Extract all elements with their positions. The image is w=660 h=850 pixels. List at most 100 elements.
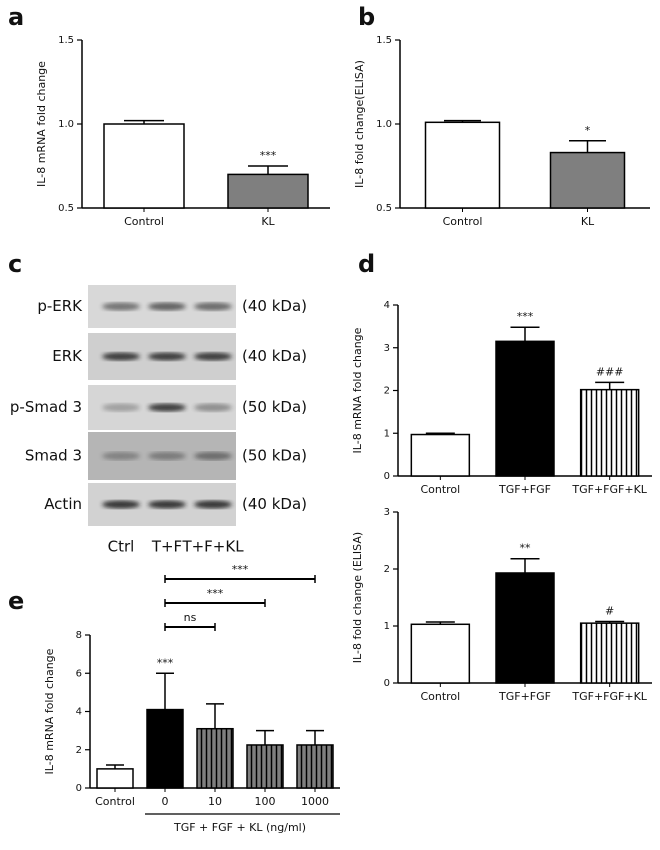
- x-tick-label: TGF+FGF+KL: [571, 690, 647, 703]
- significance: *: [585, 124, 591, 137]
- y-tick-label: 3: [384, 343, 390, 354]
- panel-label: a: [8, 3, 24, 31]
- bar: [103, 123, 185, 209]
- y-tick-label: 4: [76, 707, 82, 718]
- blot-band: [102, 452, 140, 460]
- panel-label: b: [358, 3, 375, 31]
- x-tick-label: Control: [95, 795, 135, 808]
- blot-band: [148, 403, 186, 412]
- y-tick-label: 2: [384, 564, 390, 575]
- significance: ###: [596, 365, 624, 378]
- bar: [410, 433, 471, 477]
- y-tick-label: 1.0: [58, 119, 74, 130]
- row-label: Actin: [44, 495, 82, 513]
- bar: [495, 340, 555, 477]
- x-tick-label: 10: [208, 795, 222, 808]
- significance: ***: [260, 149, 277, 162]
- y-axis-label: IL-8 mRNA fold change: [43, 648, 56, 774]
- row-label: Smad 3: [25, 447, 82, 465]
- significance: **: [520, 542, 532, 555]
- y-tick-label: 2: [384, 386, 390, 397]
- x-tick-label: KL: [581, 215, 595, 228]
- lane-label: T+F+KL: [181, 538, 244, 556]
- y-tick-label: 6: [76, 668, 82, 679]
- x-tick-label: Control: [420, 483, 460, 496]
- blot-band: [194, 352, 232, 361]
- bracket-label: ***: [207, 587, 224, 600]
- lane-label: Ctrl: [108, 538, 135, 556]
- bar: [410, 623, 471, 684]
- blot-band: [194, 302, 232, 311]
- blot-band: [102, 352, 140, 361]
- x-tick-label: KL: [261, 215, 275, 228]
- blot-band: [148, 452, 186, 460]
- y-tick-label: 0: [384, 471, 390, 482]
- y-tick-label: 0: [384, 678, 390, 689]
- x-tick-label: TGF+FGF: [498, 483, 551, 496]
- y-axis-label: IL-8 fold change (ELISA): [351, 532, 364, 663]
- lane-label: T+F: [151, 538, 182, 556]
- blot-band: [102, 500, 140, 509]
- row-label: p-Smad 3: [10, 398, 82, 416]
- blot-band: [148, 500, 186, 509]
- x-tick-label: 100: [255, 795, 276, 808]
- significance: ***: [517, 310, 534, 323]
- y-tick-label: 3: [384, 507, 390, 518]
- bar: [196, 727, 234, 789]
- x-tick-label: 0: [162, 795, 169, 808]
- panel-label: d: [358, 250, 375, 278]
- y-axis-label: IL-8 mRNA fold change: [351, 327, 364, 453]
- y-tick-label: 1: [384, 621, 390, 632]
- blot-band: [102, 403, 140, 412]
- bar: [549, 151, 626, 209]
- panel-label: c: [8, 250, 22, 278]
- blot-band: [194, 500, 232, 509]
- x-tick-label: Control: [420, 690, 460, 703]
- bar: [227, 173, 309, 209]
- row-size: (50 kDa): [242, 398, 307, 416]
- row-size: (40 kDa): [242, 495, 307, 513]
- row-size: (40 kDa): [242, 297, 307, 315]
- significance: ***: [157, 656, 174, 669]
- x-tick-label: 1000: [301, 795, 329, 808]
- row-label: ERK: [52, 347, 83, 365]
- y-axis-label: IL-8 mRNA fold change: [35, 61, 48, 187]
- y-tick-label: 0: [76, 783, 82, 794]
- blot-band: [102, 302, 140, 311]
- y-tick-label: 4: [384, 300, 390, 311]
- x-tick-label: Control: [124, 215, 164, 228]
- x-tick-label: Control: [443, 215, 483, 228]
- y-tick-label: 1.0: [376, 119, 392, 130]
- row-size: (40 kDa): [242, 347, 307, 365]
- y-axis-label: IL-8 fold change(ELISA): [353, 60, 366, 188]
- blot-band: [148, 352, 186, 361]
- row-label: p-ERK: [37, 297, 83, 315]
- y-tick-label: 0.5: [376, 203, 392, 214]
- bar: [246, 744, 284, 789]
- x-axis-label: TGF + FGF + KL (ng/ml): [173, 821, 306, 834]
- blot-band: [194, 452, 232, 460]
- x-tick-label: TGF+FGF: [498, 690, 551, 703]
- y-tick-label: 1.5: [58, 35, 74, 46]
- bracket-label: ***: [232, 563, 249, 576]
- bar: [579, 622, 640, 684]
- bar: [96, 768, 134, 789]
- row-size: (50 kDa): [242, 447, 307, 465]
- bar: [146, 708, 184, 789]
- bar: [495, 572, 555, 684]
- panel-label: e: [8, 587, 24, 615]
- bracket-label: ns: [184, 611, 197, 624]
- x-tick-label: TGF+FGF+KL: [571, 483, 647, 496]
- y-tick-label: 1: [384, 428, 390, 439]
- bar: [424, 121, 501, 209]
- bar: [579, 388, 640, 477]
- blot-band: [194, 403, 232, 412]
- y-tick-label: 0.5: [58, 203, 74, 214]
- y-tick-label: 2: [76, 745, 82, 756]
- bar: [296, 744, 334, 789]
- significance: #: [605, 604, 614, 617]
- y-tick-label: 8: [76, 630, 82, 641]
- y-tick-label: 1.5: [376, 35, 392, 46]
- blot-band: [148, 302, 186, 311]
